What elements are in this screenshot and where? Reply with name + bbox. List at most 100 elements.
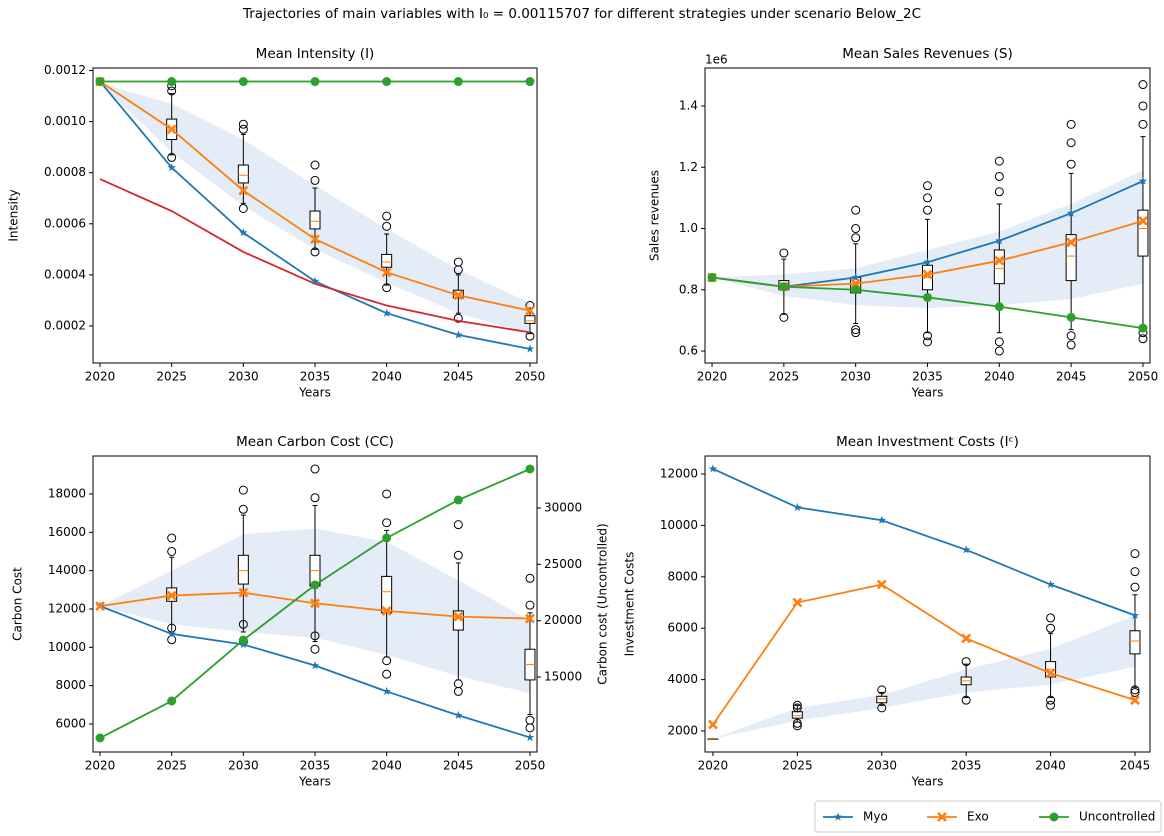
y-tick-label: 2000 xyxy=(667,724,698,738)
marker xyxy=(1130,610,1140,619)
marker xyxy=(310,77,320,87)
flier xyxy=(877,703,887,713)
flier xyxy=(779,248,789,258)
y2-tick-label: 30000 xyxy=(544,500,582,514)
flier xyxy=(1138,119,1148,129)
series-line xyxy=(99,178,531,334)
marker xyxy=(166,590,177,601)
box xyxy=(1137,209,1149,257)
flier xyxy=(1130,685,1140,695)
flier xyxy=(238,124,248,134)
flier xyxy=(923,205,932,215)
flier xyxy=(994,171,1004,181)
flier xyxy=(1066,331,1076,341)
marker xyxy=(310,580,320,590)
marker xyxy=(851,273,860,282)
flier xyxy=(382,656,392,666)
flier xyxy=(1066,340,1076,350)
flier xyxy=(851,233,861,243)
y2-tick-label: 25000 xyxy=(544,557,582,571)
flier xyxy=(877,685,887,695)
flier xyxy=(923,181,932,191)
flier xyxy=(994,156,1004,166)
flier xyxy=(1130,567,1140,577)
flier xyxy=(382,221,392,231)
flier xyxy=(1130,687,1140,697)
marker xyxy=(382,533,392,543)
y2-tick-label: 15000 xyxy=(544,669,582,683)
y-axis-label: Carbon Cost xyxy=(11,567,25,641)
x-tick-label: 2030 xyxy=(228,370,259,384)
marker xyxy=(382,77,392,87)
x-tick-label: 2025 xyxy=(156,759,187,773)
x-axis-label: Years xyxy=(911,775,944,789)
legend-box xyxy=(814,800,1162,833)
marker xyxy=(1066,312,1076,322)
x-axis-label: Years xyxy=(298,386,331,400)
marker xyxy=(525,732,535,742)
x-tick-label: 2050 xyxy=(515,370,546,384)
flier xyxy=(779,312,789,322)
box xyxy=(309,210,321,230)
flier xyxy=(1066,119,1076,129)
x-tick-label: 2030 xyxy=(866,759,897,773)
flier xyxy=(382,489,392,499)
marker xyxy=(851,285,861,295)
x-tick-label: 2025 xyxy=(156,370,187,384)
flier xyxy=(961,695,971,705)
plot-area xyxy=(707,468,1141,740)
flier xyxy=(1066,159,1076,169)
x-tick-label: 2030 xyxy=(840,370,871,384)
marker xyxy=(453,495,463,505)
marker xyxy=(707,273,717,283)
y-tick-label: 6000 xyxy=(667,621,698,635)
marker xyxy=(453,290,464,301)
flier xyxy=(525,600,535,610)
y-axis-label: Intensity xyxy=(7,189,21,241)
marker xyxy=(239,228,248,237)
legend-label: Myo xyxy=(863,810,888,824)
marker xyxy=(310,661,320,670)
x-tick-label: 2020 xyxy=(85,370,116,384)
flier xyxy=(851,325,861,335)
flier xyxy=(167,533,177,543)
y-axis-label: Investment Costs xyxy=(623,552,637,657)
marker xyxy=(310,598,320,609)
marker xyxy=(167,77,177,87)
y-tick-label: 1.4 xyxy=(679,98,698,112)
legend-label: Uncontrolled xyxy=(1079,810,1155,824)
y-tick-label: 0.0010 xyxy=(44,114,86,128)
flier xyxy=(994,337,1004,347)
flier xyxy=(525,723,535,733)
confidence-band xyxy=(712,170,1143,309)
flier xyxy=(792,703,802,713)
marker xyxy=(454,710,463,720)
marker xyxy=(382,686,391,696)
flier xyxy=(1138,334,1148,344)
flier xyxy=(453,313,463,323)
x-tick-label: 2025 xyxy=(769,370,800,384)
flier xyxy=(994,346,1004,356)
flier xyxy=(310,175,320,185)
marker xyxy=(877,515,887,524)
marker xyxy=(525,77,535,87)
legend-label: Exo xyxy=(967,810,989,824)
flier xyxy=(453,686,463,696)
x-tick-label: 2035 xyxy=(300,759,331,773)
flier xyxy=(923,331,932,341)
flier xyxy=(310,493,320,503)
y-axis-label: Sales revenues xyxy=(648,170,662,261)
flier xyxy=(1046,613,1056,623)
flier xyxy=(792,721,802,731)
y-tick-label: 18000 xyxy=(48,486,86,500)
marker xyxy=(1130,695,1140,706)
marker xyxy=(1046,580,1055,589)
marker xyxy=(310,276,320,285)
x-tick-label: 2040 xyxy=(371,759,402,773)
flier xyxy=(453,550,463,560)
box xyxy=(1129,630,1141,655)
marker xyxy=(923,257,932,266)
marker xyxy=(167,696,177,706)
box xyxy=(791,711,803,719)
